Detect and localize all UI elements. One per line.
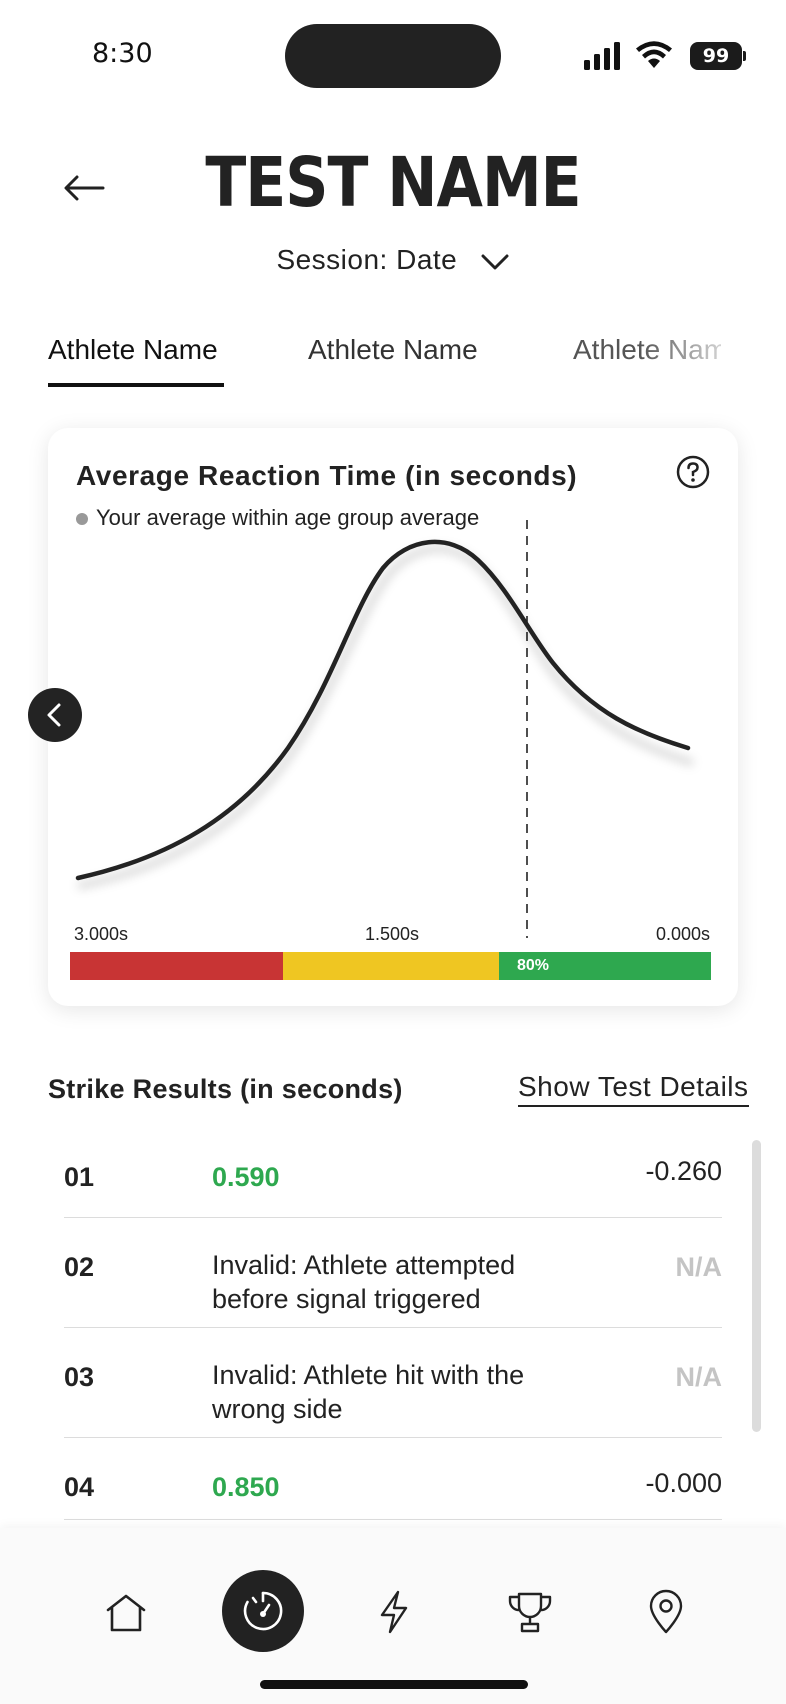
results-title: Strike Results (in seconds) <box>48 1074 403 1104</box>
performance-scale-bar: 80% <box>70 952 711 980</box>
lightning-icon <box>380 1590 408 1634</box>
result-row: 01 0.590 -0.260 <box>64 1140 722 1218</box>
chevron-left-icon <box>47 703 61 727</box>
nav-home[interactable] <box>98 1584 154 1640</box>
home-icon <box>106 1594 146 1632</box>
strike-number: 04 <box>64 1472 95 1502</box>
location-pin-icon <box>649 1589 683 1634</box>
reaction-time-chart <box>75 520 694 938</box>
previous-chart-button[interactable] <box>28 688 82 742</box>
strike-invalid-message: Invalid: Athlete attempted before signal… <box>212 1250 516 1314</box>
help-icon[interactable] <box>676 455 710 489</box>
show-test-details-link[interactable]: Show Test Details <box>518 1071 749 1107</box>
result-row: 03 Invalid: Athlete hit with the wrong s… <box>64 1328 722 1438</box>
status-time: 8:30 <box>92 38 153 69</box>
page-title: TEST NAME <box>205 142 581 224</box>
strike-number: 03 <box>64 1362 95 1392</box>
chevron-down-icon <box>481 254 509 270</box>
dynamic-island <box>285 24 501 88</box>
wifi-icon <box>636 41 672 68</box>
strike-value: 0.590 <box>212 1162 280 1192</box>
result-row: 04 0.850 -0.000 <box>64 1438 722 1520</box>
nav-reaction-tests[interactable] <box>235 1583 291 1639</box>
strike-delta: -0.260 <box>645 1156 722 1186</box>
x-tick-label: 1.500s <box>365 924 420 944</box>
distribution-curve-shadow <box>77 546 694 889</box>
results-scrollbar[interactable] <box>752 1140 761 1432</box>
strike-value: 0.850 <box>212 1472 280 1502</box>
session-selector[interactable]: Session: Date <box>0 244 786 276</box>
x-tick-label: 0.000s <box>656 924 711 944</box>
nav-locations[interactable] <box>638 1584 694 1640</box>
tab-athlete-1[interactable]: Athlete Name <box>48 334 218 365</box>
signal-icon <box>584 42 620 70</box>
battery-icon: 99 <box>690 42 746 70</box>
session-label: Session: Date <box>276 244 458 275</box>
reaction-time-card <box>48 428 738 1006</box>
home-indicator <box>260 1680 528 1689</box>
distribution-curve <box>75 539 691 881</box>
stopwatch-icon <box>243 1591 283 1631</box>
nav-training[interactable] <box>366 1584 422 1640</box>
trophy-icon <box>508 1592 552 1633</box>
strike-number: 02 <box>64 1252 95 1282</box>
active-tab-indicator <box>48 383 224 387</box>
result-row: 02 Invalid: Athlete attempted before sig… <box>64 1218 722 1328</box>
x-tick-label: 3.000s <box>74 924 129 944</box>
arrow-left-icon <box>64 175 105 201</box>
strike-number: 01 <box>64 1162 95 1192</box>
scale-segment-average <box>283 952 499 980</box>
chart-legend: Your average within age group average <box>96 505 480 530</box>
scale-segment-slow <box>70 952 283 980</box>
chart-title: Average Reaction Time (in seconds) <box>76 460 578 491</box>
tab-fade-overlay <box>640 326 786 372</box>
strike-delta: N/A <box>675 1252 723 1282</box>
nav-leaderboard[interactable] <box>502 1584 558 1640</box>
legend-dot <box>76 513 88 525</box>
strike-invalid-message: Invalid: Athlete hit with the wrong side <box>212 1360 525 1424</box>
strike-delta: N/A <box>675 1362 723 1392</box>
strike-delta: -0.000 <box>645 1468 722 1498</box>
back-button[interactable] <box>60 166 108 210</box>
battery-level: 99 <box>690 42 742 70</box>
scale-segment-fast: 80% <box>499 952 711 980</box>
tab-athlete-2[interactable]: Athlete Name <box>308 334 478 365</box>
